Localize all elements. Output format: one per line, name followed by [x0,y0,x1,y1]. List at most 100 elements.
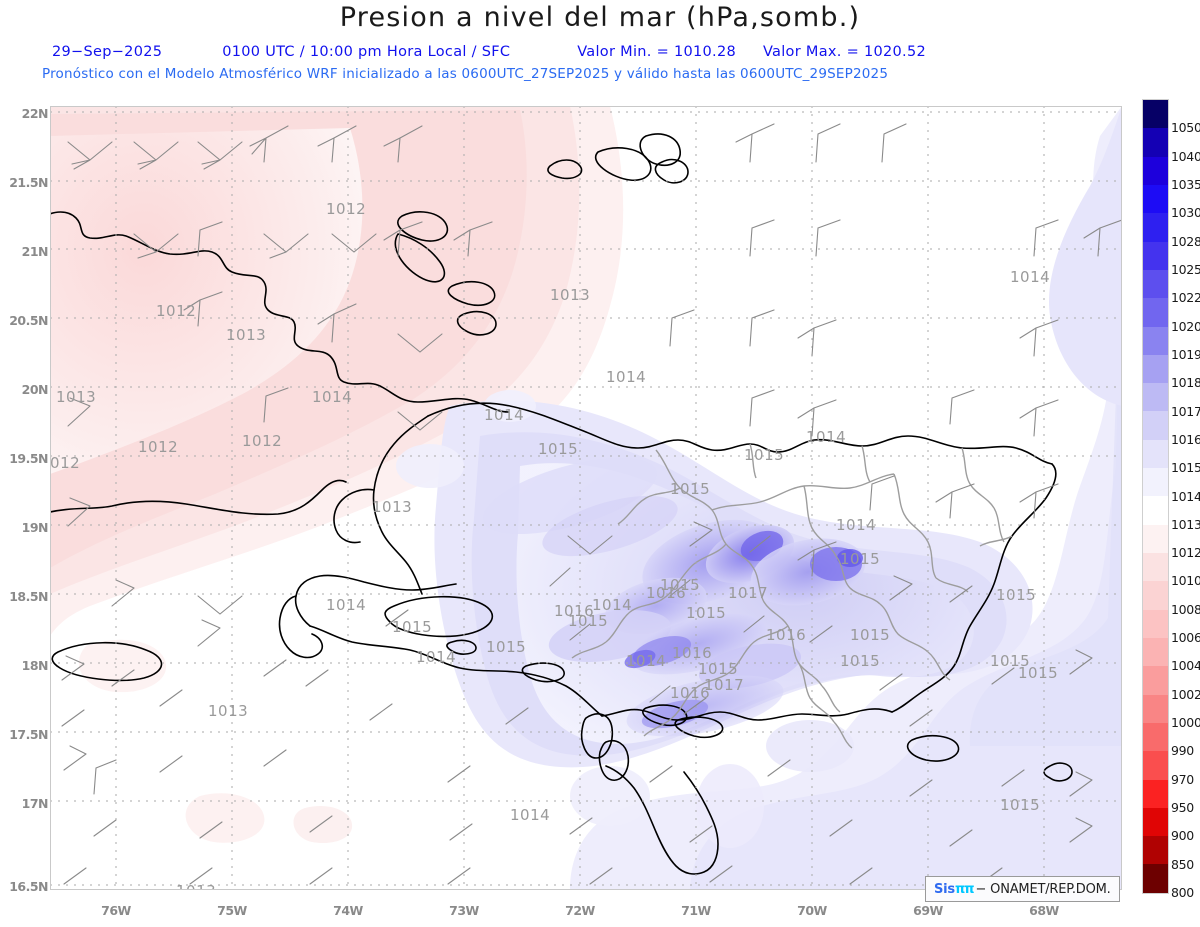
contour-label: 1013 [208,702,249,720]
colorbar-tick-label: 1004 [1171,658,1200,674]
contour-label: 1014 [806,428,847,446]
contour-label: 1014 [484,406,525,424]
contour-label: 1016 [554,602,595,620]
y-tick-label: 20N [21,382,49,397]
forecast-date: 29−Sep−2025 [52,44,163,60]
contour-label: 1014 [626,652,667,670]
contour-label: 1012 [242,432,283,450]
logo-pi-icon: ππ [954,881,975,897]
contour-label: 1015 [840,652,881,670]
forecast-time: 0100 UTC / 10:00 pm Hora Local / SFC [222,44,511,60]
contour-label: 1015 [486,638,527,656]
colorbar-tick-label: 1019 [1171,346,1200,362]
x-tick-label: 74W [333,903,363,918]
contour-label: 1014 [1010,268,1051,286]
colorbar-tick-label: 1018 [1171,375,1200,391]
contour-label: 1015 [1000,796,1041,814]
colorbar-swatch [1143,637,1168,667]
colorbar-tick-label: 1008 [1171,601,1200,617]
colorbar-swatch [1143,609,1168,638]
colorbar-tick-label: 1020 [1171,318,1200,334]
colorbar-swatch [1143,411,1168,440]
colorbar-swatch [1143,666,1168,695]
wind-barbs-layer [61,123,1122,885]
colorbar[interactable] [1142,99,1169,894]
contour-label: 1013 [226,326,267,344]
colorbar-swatch [1143,836,1168,865]
contour-label: 1012 [138,438,179,456]
gridlines-layer [50,106,1122,890]
x-tick-label: 76W [101,903,131,918]
colorbar-tick-label: 990 [1171,743,1194,759]
colorbar-tick-label: 1017 [1171,403,1200,419]
colorbar-swatch [1143,751,1168,780]
y-tick-label: 21N [21,244,49,259]
colorbar-tick-label: 1010 [1171,573,1200,589]
page-title: Presion a nivel del mar (hPa,somb.) [339,2,861,33]
colorbar-tick-label: 1030 [1171,205,1200,221]
contour-label: 1015 [660,576,701,594]
colorbar-swatch [1143,864,1168,893]
contour-label: 1015 [744,446,785,464]
value-min-label: Valor Min. = 1010.28 [577,44,737,60]
colorbar-tick-label: 800 [1171,885,1194,900]
colorbar-swatch [1143,581,1168,610]
model-description: Pronóstico con el Modelo Atmosférico WRF… [42,66,889,82]
colorbar-swatch [1143,383,1168,412]
y-tick-label: 19.5N [9,451,48,466]
contour-label: 1014 [416,648,457,666]
contour-label: 1015 [840,550,881,568]
colorbar-swatch [1143,439,1168,469]
colorbar-tick-label: 1006 [1171,630,1200,646]
x-tick-label: 73W [449,903,479,918]
contour-label: 1014 [606,368,647,386]
contour-label: 1013 [372,498,413,516]
colorbar-swatch [1143,496,1168,525]
contour-label: 1012 [50,454,81,472]
colorbar-tick-label: 1040 [1171,148,1200,164]
map-plot-area[interactable]: 1012 1012 1013 1013 1013 1014 1012 1012 … [50,106,1122,890]
contour-label: 1015 [698,660,739,678]
contour-label: 1016 [646,584,687,602]
contour-label: 1014 [326,596,367,614]
contour-label: 1015 [686,604,727,622]
contour-label: 1016 [670,684,711,702]
colorbar-swatch [1143,694,1168,723]
colorbar-tick-label: 1016 [1171,431,1200,447]
contour-label: 1014 [312,388,353,406]
y-tick-label: 17N [21,796,49,811]
contour-label: 1016 [766,626,807,644]
y-tick-label: 22N [21,106,49,121]
x-tick-label: 72W [565,903,595,918]
contour-label: 1017 [728,584,769,602]
contour-label: 1012 [326,200,367,218]
contour-label: 1015 [392,618,433,636]
colorbar-tick-label: 1025 [1171,261,1200,277]
colorbar-tick-label: 1035 [1171,176,1200,192]
contour-label: 1015 [850,626,891,644]
contour-label: 1015 [670,480,711,498]
colorbar-swatch [1143,100,1168,129]
logo-org-text: − ONAMET/REP.DOM. [975,881,1111,897]
colorbar-tick-label: 1022 [1171,290,1200,306]
contour-label: 1015 [1018,664,1059,682]
colorbar-swatch [1143,298,1168,327]
x-tick-label: 70W [797,903,827,918]
y-tick-label: 19N [21,520,49,535]
colorbar-swatch [1143,524,1168,553]
y-tick-label: 20.5N [9,313,48,328]
x-tick-label: 71W [681,903,711,918]
header-subline-1: 29−Sep−2025 0100 UTC / 10:00 pm Hora Loc… [0,44,1160,60]
colorbar-tick-label: 1000 [1171,715,1200,731]
colorbar-tick-label: 900 [1171,828,1194,844]
colorbar-tick-label: 1015 [1171,460,1200,476]
onamet-logo: Sis ππ − ONAMET/REP.DOM. [925,876,1120,902]
contour-label: 1015 [568,612,609,630]
colorbar-tick-label: 1050 [1171,120,1200,136]
colorbar-swatch [1143,128,1168,157]
x-tick-label: 75W [217,903,247,918]
colorbar-swatch [1143,779,1168,808]
colorbar-swatch [1143,269,1168,299]
colorbar-swatch [1143,156,1168,185]
y-tick-label: 18.5N [9,589,48,604]
